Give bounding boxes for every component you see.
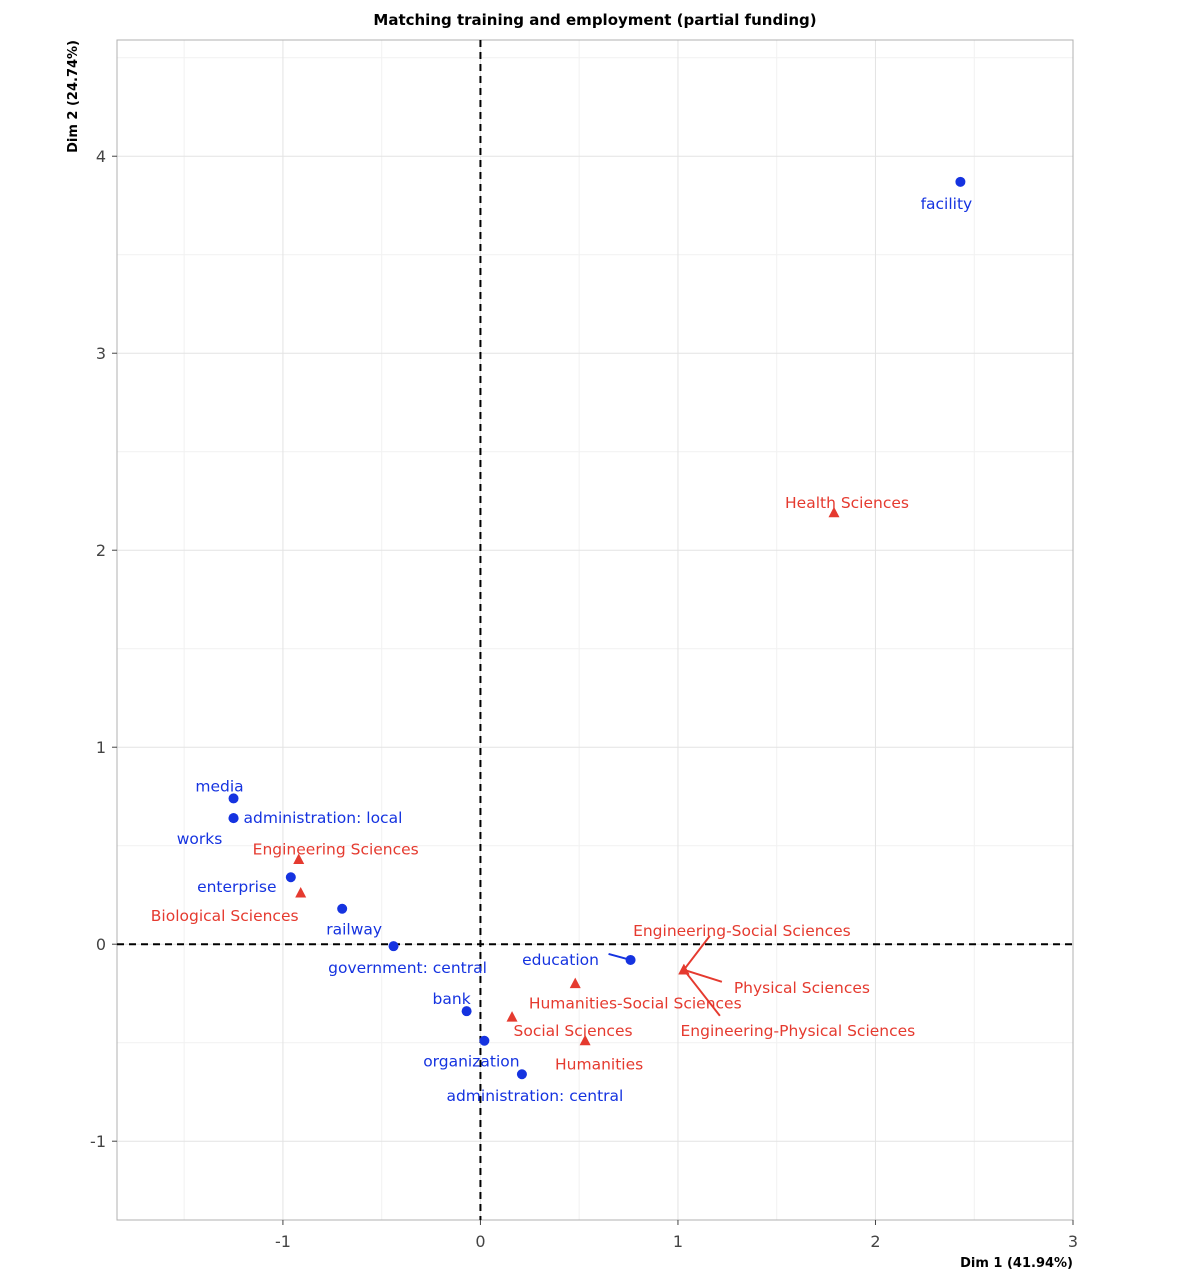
minor-gridlines bbox=[117, 40, 1073, 1220]
point-facility bbox=[955, 176, 966, 187]
plot-border bbox=[116, 39, 1074, 1221]
point-government-central bbox=[388, 941, 399, 952]
point-engineering-sciences bbox=[293, 853, 305, 864]
x-tick-label: 3 bbox=[1068, 1232, 1078, 1251]
chart-title: Matching training and employment (partia… bbox=[373, 11, 816, 29]
label-health-sciences: Health Sciences bbox=[785, 494, 909, 512]
point-engineering-physical-sciences bbox=[678, 963, 690, 975]
x-axis-ticks: -1 0 1 2 3 bbox=[275, 1220, 1078, 1251]
point-humanities bbox=[579, 1034, 591, 1046]
point-administration-central bbox=[516, 1069, 527, 1080]
point-bank bbox=[461, 1006, 472, 1017]
label-railway: railway bbox=[326, 921, 382, 939]
label-engineering-social-sciences: Engineering-Social Sciences bbox=[633, 922, 851, 940]
point-health-sciences bbox=[828, 506, 840, 518]
label-enterprise: enterprise bbox=[197, 878, 276, 896]
point-railway bbox=[337, 903, 348, 914]
x-tick-label: 0 bbox=[475, 1232, 485, 1251]
label-facility: facility bbox=[921, 195, 973, 213]
point-enterprise bbox=[285, 872, 296, 883]
label-humanities: Humanities bbox=[555, 1056, 643, 1074]
y-tick-label: 3 bbox=[96, 344, 106, 363]
y-axis-ticks: -1 0 1 2 3 4 bbox=[90, 147, 117, 1151]
label-biological-sciences: Biological Sciences bbox=[151, 907, 299, 925]
point-education bbox=[625, 954, 636, 965]
x-tick-label: 1 bbox=[673, 1232, 683, 1251]
label-works: works bbox=[177, 830, 223, 848]
label-education: education bbox=[522, 951, 599, 969]
y-tick-label: 0 bbox=[96, 935, 106, 954]
label-engineering-physical-sciences: Engineering-Physical Sciences bbox=[681, 1022, 916, 1040]
label-administration-local: administration: local bbox=[244, 809, 403, 827]
label-physical-sciences: Physical Sciences bbox=[734, 979, 870, 997]
label-government-central: government: central bbox=[328, 959, 487, 977]
x-tick-label: -1 bbox=[275, 1232, 291, 1251]
point-humanities-social-sciences bbox=[569, 977, 581, 989]
label-bank: bank bbox=[433, 990, 471, 1008]
x-tick-label: 2 bbox=[870, 1232, 880, 1251]
point-social-sciences bbox=[506, 1011, 518, 1022]
data-points bbox=[228, 176, 966, 1080]
leader-line bbox=[683, 935, 711, 971]
y-tick-label: 2 bbox=[96, 541, 106, 560]
label-organization: organization bbox=[423, 1053, 519, 1071]
point-biological-sciences bbox=[295, 886, 307, 898]
y-tick-label: -1 bbox=[90, 1132, 106, 1151]
y-axis-title: Dim 2 (24.74%) bbox=[66, 40, 81, 153]
leader-line bbox=[683, 969, 721, 1017]
point-works bbox=[228, 813, 239, 824]
label-humanities-social-sciences: Humanities-Social Sciences bbox=[529, 995, 742, 1013]
label-social-sciences: Social Sciences bbox=[514, 1022, 633, 1040]
point-organization bbox=[479, 1035, 490, 1046]
point-media bbox=[228, 793, 239, 804]
label-administration-central: administration: central bbox=[446, 1087, 623, 1105]
leader-line bbox=[683, 968, 723, 983]
y-tick-label: 1 bbox=[96, 738, 106, 757]
y-tick-label: 4 bbox=[96, 147, 106, 166]
label-engineering-sciences: Engineering Sciences bbox=[253, 840, 419, 858]
label-leader-lines bbox=[608, 935, 723, 1017]
reference-lines bbox=[117, 40, 1073, 1220]
x-axis-title: Dim 1 (41.94%) bbox=[960, 1256, 1073, 1271]
label-media: media bbox=[195, 777, 243, 795]
